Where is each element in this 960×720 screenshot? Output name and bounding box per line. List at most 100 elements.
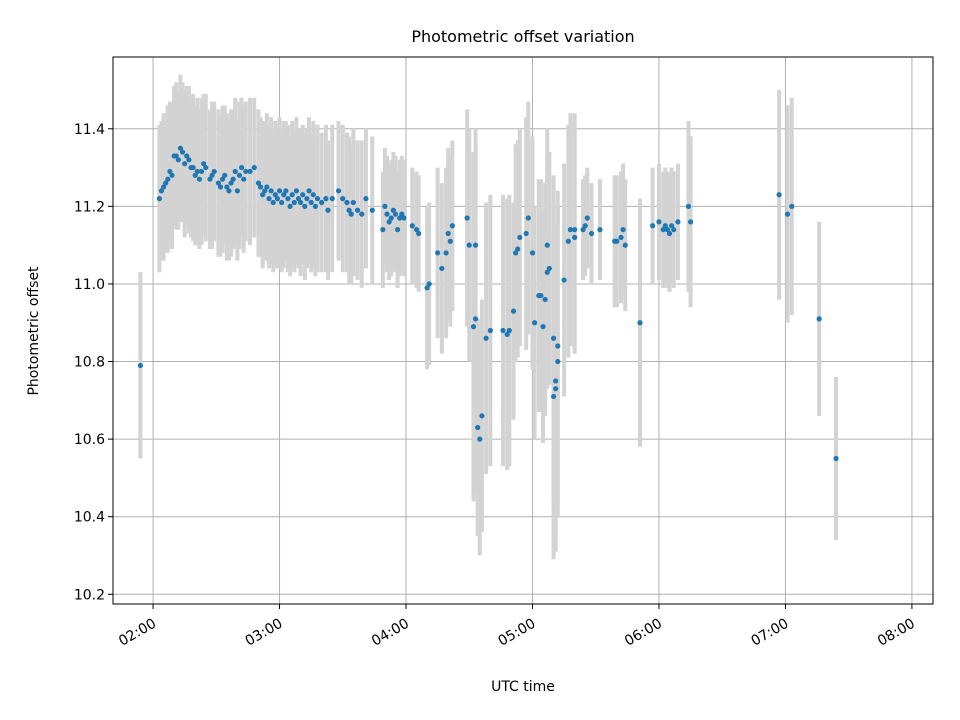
- x-tick-label: 03:00: [243, 616, 286, 650]
- data-point: [287, 203, 293, 209]
- data-point: [285, 195, 291, 202]
- data-point: [300, 192, 306, 198]
- data-point: [274, 195, 281, 202]
- data-point: [234, 188, 240, 194]
- data-point: [555, 358, 561, 365]
- data-point: [173, 153, 179, 159]
- data-point: [504, 331, 510, 337]
- error-bars: [138, 74, 839, 560]
- data-point: [167, 168, 173, 175]
- data-point: [580, 227, 586, 233]
- x-tick-label: 05:00: [496, 616, 539, 650]
- data-point: [449, 223, 455, 229]
- data-point: [382, 203, 388, 209]
- x-axis-label: UTC time: [491, 679, 555, 695]
- data-point: [209, 172, 215, 178]
- data-point: [525, 215, 531, 221]
- data-point: [304, 195, 310, 202]
- data-point: [687, 219, 694, 225]
- data-point: [363, 195, 369, 202]
- data-point: [515, 246, 521, 252]
- data-points: [137, 145, 839, 462]
- y-tick-label: 10.4: [74, 510, 105, 526]
- data-point: [517, 234, 523, 240]
- data-point: [584, 215, 590, 221]
- data-point: [833, 455, 839, 462]
- data-point: [232, 168, 238, 175]
- data-point: [340, 195, 346, 202]
- data-point: [293, 188, 299, 194]
- data-point: [281, 192, 287, 198]
- data-point: [531, 320, 538, 326]
- data-point: [220, 176, 226, 182]
- data-point: [523, 230, 529, 237]
- data-point: [664, 227, 670, 233]
- data-point: [251, 164, 257, 171]
- data-point: [614, 238, 620, 244]
- data-point: [203, 164, 209, 171]
- data-point: [401, 215, 407, 221]
- data-point: [390, 207, 396, 213]
- data-point: [160, 184, 167, 190]
- data-point: [323, 195, 329, 202]
- data-point: [472, 242, 479, 248]
- data-point: [257, 184, 264, 190]
- data-point: [295, 195, 302, 202]
- y-tick-label: 10.8: [74, 355, 105, 371]
- data-point: [192, 172, 198, 178]
- data-point: [190, 164, 196, 171]
- data-point: [394, 227, 401, 233]
- data-point: [312, 203, 318, 209]
- data-point: [354, 207, 361, 213]
- data-point: [572, 234, 578, 240]
- data-point: [384, 211, 390, 217]
- data-point: [413, 227, 420, 233]
- data-point: [424, 285, 430, 291]
- data-point: [816, 316, 822, 322]
- data-point: [399, 211, 405, 217]
- data-point: [650, 223, 656, 229]
- chart-title: Photometric offset variation: [411, 27, 634, 46]
- data-point: [506, 327, 512, 334]
- data-point: [335, 188, 342, 194]
- data-point: [236, 172, 243, 178]
- data-point: [359, 211, 365, 217]
- data-point: [542, 296, 548, 303]
- data-point: [671, 227, 677, 233]
- data-point: [260, 192, 266, 198]
- data-point: [544, 242, 550, 248]
- data-point: [397, 215, 403, 221]
- data-point: [163, 180, 169, 186]
- data-point: [544, 269, 550, 275]
- data-point: [344, 199, 350, 206]
- data-point: [685, 203, 692, 209]
- data-point: [513, 250, 519, 256]
- data-point: [483, 335, 489, 341]
- x-tick-label: 08:00: [875, 616, 918, 650]
- y-tick-label: 10.2: [74, 587, 105, 603]
- data-point: [158, 188, 165, 194]
- data-point: [230, 176, 236, 182]
- data-point: [388, 215, 394, 221]
- data-point: [475, 424, 481, 431]
- x-tick-label: 02:00: [116, 616, 159, 650]
- data-point: [184, 153, 190, 159]
- data-point: [289, 192, 295, 198]
- data-point: [262, 188, 268, 194]
- data-point: [329, 195, 335, 202]
- data-point: [447, 238, 453, 244]
- data-point: [392, 211, 399, 217]
- data-point: [550, 335, 557, 341]
- data-point: [443, 250, 449, 256]
- data-point: [201, 161, 207, 167]
- x-tick-label: 07:00: [748, 616, 791, 650]
- y-tick-label: 10.6: [74, 432, 105, 448]
- data-point: [622, 242, 628, 248]
- data-point: [546, 265, 552, 272]
- data-point: [540, 324, 546, 330]
- data-point: [346, 207, 352, 213]
- data-point: [266, 195, 272, 202]
- data-point: [241, 176, 247, 182]
- data-point: [618, 234, 624, 240]
- data-point: [479, 413, 485, 419]
